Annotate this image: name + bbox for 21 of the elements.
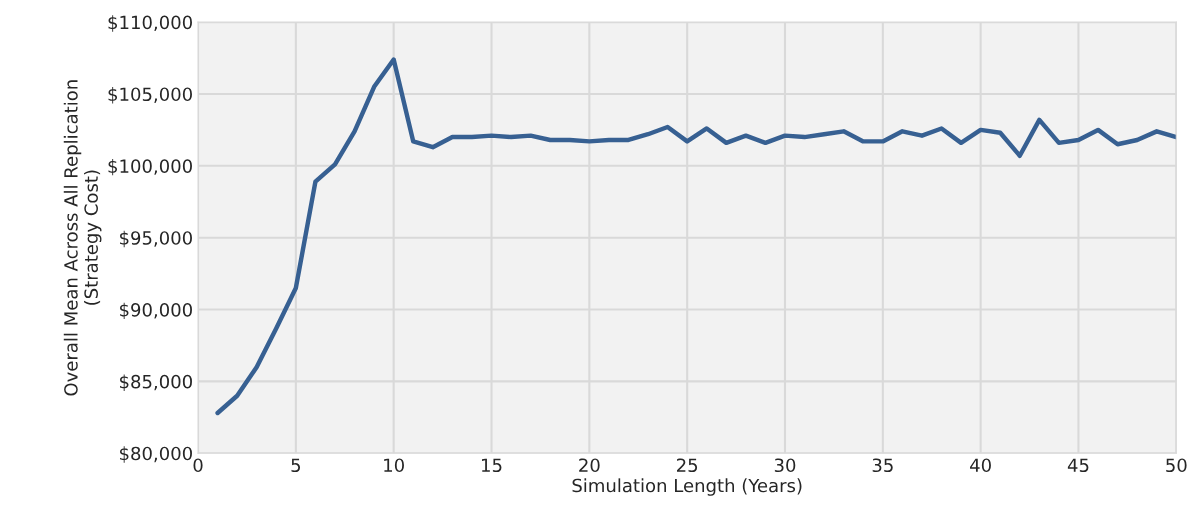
- y-tick-label: $85,000: [120, 374, 192, 391]
- y-tick-label: $80,000: [120, 446, 192, 463]
- x-tick-label: 25: [677, 458, 698, 473]
- y-tick-label: $105,000: [108, 87, 192, 104]
- x-tick-label: 20: [579, 458, 600, 473]
- y-tick-label: $110,000: [108, 15, 192, 32]
- x-tick-label: 10: [384, 458, 404, 473]
- y-tick-label: $90,000: [120, 302, 192, 320]
- y-tick-label: $100,000: [108, 158, 192, 176]
- x-tick-label: 15: [482, 458, 502, 473]
- y-axis-title: Overall Mean Across All Replication (Strategy Cost): [63, 80, 102, 396]
- x-tick-label: 45: [1067, 458, 1089, 473]
- x-axis-title: Simulation Length (Years): [572, 478, 802, 496]
- x-tick-label: 0: [193, 458, 203, 473]
- x-tick-label: 30: [774, 458, 796, 473]
- x-tick-label: 35: [872, 458, 893, 473]
- x-tick-label: 40: [970, 458, 991, 473]
- x-tick-label: 5: [291, 458, 301, 473]
- x-tick-label: 50: [1166, 458, 1187, 473]
- y-tick-label: $95,000: [120, 230, 192, 248]
- line-series: [215, 57, 1177, 416]
